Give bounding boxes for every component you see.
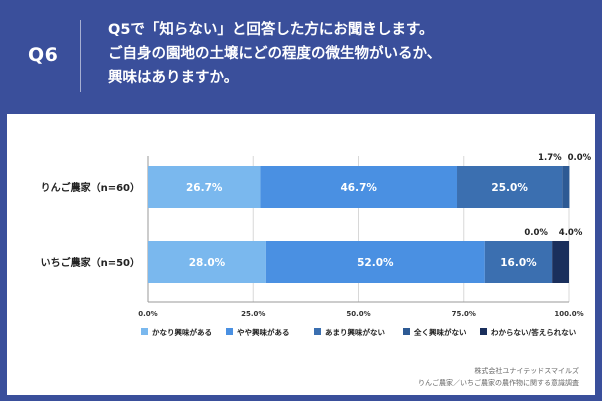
question-line-3: 興味はありますか。 (108, 70, 239, 86)
bar-segment (265, 241, 485, 283)
question-line-1: Q5で「知らない」と回答した方にお聞きします。 (108, 22, 434, 38)
legend-label: わからない/答えられない (491, 327, 577, 337)
data-label: 46.7% (340, 182, 377, 194)
question-number: Q6 (28, 44, 59, 66)
bar-segment (148, 241, 266, 283)
data-label: 0.0% (568, 153, 592, 163)
bar-segment (148, 166, 261, 208)
stacked-bar-chart: 0.0% 25.0% 50.0% 75.0% 100.0% りんご農家（n=60） 26.7… (41, 153, 592, 337)
bar-segment (457, 166, 563, 208)
legend-label: あまり興味がない (325, 327, 385, 337)
x-tick-label: 0.0% (138, 310, 157, 318)
bar-segment (484, 241, 553, 283)
data-label: 26.7% (186, 182, 223, 194)
data-label: 52.0% (357, 257, 394, 269)
x-tick-label: 50.0% (346, 310, 370, 318)
footer-company: 株式会社ユナイテッドスマイルズ (474, 367, 579, 375)
footer-survey: りんご農家／いちご農家の農作物に関する意識調査 (418, 379, 579, 387)
legend-label: かなり興味がある (152, 327, 212, 337)
data-label: 25.0% (491, 182, 528, 194)
category-label: りんご農家（n=60） (41, 181, 140, 194)
bar-segment (552, 241, 569, 283)
bar-segment (260, 166, 458, 208)
data-label: 4.0% (559, 228, 583, 238)
header-banner: Q6 Q5で「知らない」と回答した方にお聞きします。 ご自身の園地の土壌にどの程… (0, 0, 602, 112)
data-label: 16.0% (500, 257, 537, 269)
category-label: いちご農家（n=50） (41, 256, 140, 269)
data-label: 28.0% (189, 257, 226, 269)
data-label: 1.7% (538, 153, 562, 163)
legend-label: やや興味がある (237, 327, 290, 337)
question-line-2: ご自身の園地の土壌にどの程度の微生物がいるか、 (108, 46, 442, 62)
legend-swatch (226, 328, 233, 335)
x-tick-label: 100.0% (554, 310, 583, 318)
legend-label: 全く興味がない (413, 327, 467, 337)
question-text: Q5で「知らない」と回答した方にお聞きします。 ご自身の園地の土壌にどの程度の微… (108, 18, 588, 90)
legend-swatch (480, 328, 487, 335)
legend-swatch (314, 328, 321, 335)
bar-segment (562, 166, 570, 208)
legend-swatch (403, 328, 410, 335)
legend-swatch (141, 328, 148, 335)
header-divider (80, 20, 81, 92)
x-tick-label: 75.0% (452, 310, 476, 318)
x-tick-label: 25.0% (241, 310, 265, 318)
chart-card: 0.0% 25.0% 50.0% 75.0% 100.0% りんご農家（n=60） 26.7… (7, 114, 595, 395)
data-label: 0.0% (524, 228, 548, 238)
